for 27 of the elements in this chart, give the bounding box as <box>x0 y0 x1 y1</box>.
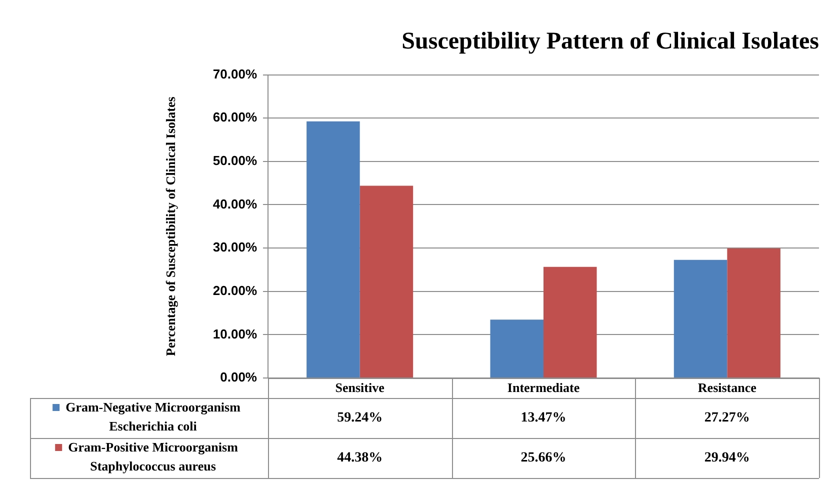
y-tick-label: 50.00% <box>212 153 258 168</box>
y-tick-label: 0.00% <box>220 370 258 385</box>
data-label: 27.27% <box>704 410 750 426</box>
bar <box>490 320 544 378</box>
bar <box>360 186 414 378</box>
data-label: 29.94% <box>704 450 750 466</box>
bar <box>674 260 728 378</box>
chart-title: Susceptibility Pattern of Clinical Isolates <box>402 28 819 55</box>
y-tick-label: 60.00% <box>212 110 258 125</box>
legend-label: Gram-Positive Microorganism Staphylococcus aureus <box>68 439 238 474</box>
data-label: 13.47% <box>520 410 566 426</box>
x-tick-label: Sensitive <box>335 380 385 396</box>
x-tick-label: Resistance <box>698 380 757 396</box>
y-tick-label: 30.00% <box>212 240 258 255</box>
legend-label: Gram-Negative Microorganism Escherichia coli <box>66 399 241 434</box>
data-label: 59.24% <box>337 410 383 426</box>
y-tick-label: 20.00% <box>212 282 258 298</box>
y-axis-title: Percentage of Susceptibility of Clinical Isolates <box>163 96 178 356</box>
y-tick-label: 40.00% <box>212 196 258 212</box>
y-tick-label: 70.00% <box>212 66 258 82</box>
bar <box>727 248 780 378</box>
y-tick-label: 10.00% <box>212 326 258 342</box>
x-tick-label: Intermediate <box>507 380 580 396</box>
bar <box>544 266 597 378</box>
bar <box>306 121 360 378</box>
data-label: 44.38% <box>337 450 383 466</box>
data-label: 25.66% <box>520 450 566 466</box>
